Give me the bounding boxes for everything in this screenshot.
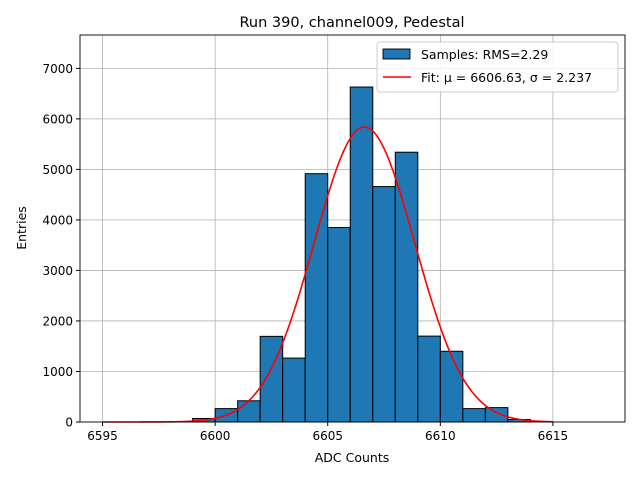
- x-tick-label: 6605: [312, 429, 343, 443]
- y-tick-label: 7000: [42, 62, 73, 76]
- histogram-bars: [192, 86, 531, 423]
- histogram-bar: [349, 86, 374, 423]
- y-axis-label: Entries: [14, 206, 29, 250]
- y-tick-label: 3000: [42, 264, 73, 278]
- y-tick-label: 0: [65, 416, 73, 430]
- axes-frame: [79, 34, 626, 423]
- x-tick-label: 6595: [87, 429, 118, 443]
- y-tick-label: 4000: [42, 213, 73, 227]
- legend-box: [376, 41, 619, 93]
- histogram-bar: [282, 357, 306, 423]
- x-axis-label: ADC Counts: [315, 450, 390, 465]
- y-ticks: 0 1000 2000 3000 4000 5000 6000 7000: [42, 62, 80, 430]
- y-tick-label: 2000: [42, 314, 73, 328]
- histogram-bar: [372, 186, 396, 423]
- y-tick-label: 1000: [42, 365, 73, 379]
- histogram-bar: [327, 226, 351, 423]
- x-tick-label: 6615: [538, 429, 569, 443]
- chart-title: Run 390, channel009, Pedestal: [239, 15, 464, 31]
- y-tick-label: 6000: [42, 112, 73, 126]
- legend-fit-label: Fit: μ = 6606.63, σ = 2.237: [421, 70, 592, 85]
- legend-samples-label: Samples: RMS=2.29: [421, 47, 548, 62]
- legend-samples-patch: [382, 48, 411, 60]
- histogram-bar: [462, 408, 486, 423]
- x-ticks: 6595 6600 6605 6610 6615: [87, 422, 568, 443]
- x-tick-label: 6610: [425, 429, 456, 443]
- histogram-bar: [394, 151, 419, 423]
- x-tick-label: 6600: [200, 429, 231, 443]
- histogram-bar: [439, 350, 464, 423]
- histogram-bar: [484, 407, 509, 423]
- histogram-bar: [417, 335, 441, 423]
- histogram-bar: [237, 400, 261, 423]
- histogram-bar: [304, 173, 329, 423]
- legend: Samples: RMS=2.29 Fit: μ = 6606.63, σ = …: [376, 41, 619, 93]
- y-tick-label: 5000: [42, 163, 73, 177]
